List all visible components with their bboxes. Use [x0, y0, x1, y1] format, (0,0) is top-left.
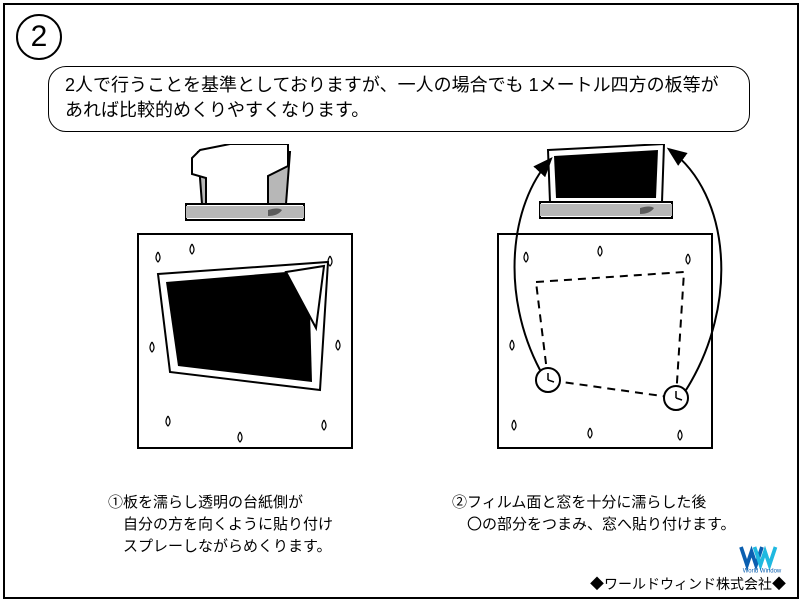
- spray-bottle-icon: [186, 144, 304, 220]
- left-caption: ①板を濡らし透明の台紙側が 自分の方を向くように貼り付け スプレーしながらめくり…: [108, 492, 408, 557]
- tip-callout: 2人で行うことを基準としておりますが、一人の場合でも 1メートル四方の板等があれ…: [48, 66, 750, 132]
- film-dark-icon: [166, 272, 312, 382]
- left-illustration: [80, 144, 410, 484]
- ww-logo-icon: World Window: [738, 544, 786, 574]
- right-illustration: [440, 144, 770, 484]
- step-number-badge: 2: [16, 14, 62, 60]
- footer-company: ◆ワールドウィンド株式会社◆: [590, 574, 786, 594]
- car-window-icon: [540, 144, 672, 218]
- right-caption: ②フィルム面と窓を十分に濡らした後 〇の部分をつまみ、窓へ貼り付けます。: [452, 492, 772, 536]
- left-panel: [80, 144, 410, 489]
- right-panel: [440, 144, 770, 489]
